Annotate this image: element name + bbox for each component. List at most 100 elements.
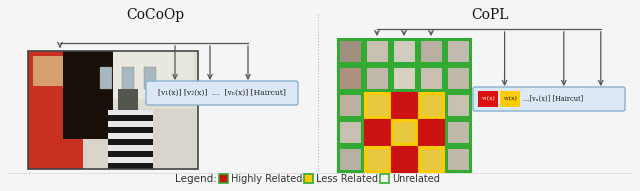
Bar bbox=[340, 68, 360, 88]
Bar bbox=[338, 120, 362, 144]
Bar bbox=[394, 95, 414, 115]
Bar bbox=[365, 66, 389, 90]
Bar bbox=[419, 147, 443, 171]
Bar bbox=[446, 66, 470, 90]
Bar bbox=[365, 93, 389, 117]
Text: Legend:: Legend: bbox=[175, 174, 217, 184]
Text: [v₁(x)] [v₂(x)]  …  [vₙ(x)] [Haircut]: [v₁(x)] [v₂(x)] … [vₙ(x)] [Haircut] bbox=[158, 89, 286, 97]
Bar bbox=[448, 95, 468, 115]
Bar bbox=[392, 147, 416, 171]
Bar bbox=[78, 84, 108, 139]
Bar bbox=[340, 149, 360, 169]
Bar bbox=[340, 41, 360, 61]
FancyBboxPatch shape bbox=[473, 87, 625, 111]
Bar bbox=[98, 51, 193, 99]
Bar bbox=[446, 93, 470, 117]
Bar bbox=[367, 41, 387, 61]
Bar bbox=[219, 174, 228, 183]
Bar bbox=[367, 68, 387, 88]
Bar bbox=[392, 147, 416, 171]
Bar bbox=[394, 68, 414, 88]
Bar bbox=[446, 120, 470, 144]
Bar bbox=[419, 147, 443, 171]
Bar bbox=[380, 174, 389, 183]
Bar bbox=[419, 120, 443, 144]
Bar bbox=[446, 120, 470, 144]
Bar bbox=[446, 93, 470, 117]
Bar bbox=[446, 39, 470, 63]
Bar bbox=[392, 66, 416, 90]
Bar bbox=[365, 39, 389, 63]
Bar bbox=[421, 122, 441, 142]
Bar bbox=[365, 120, 389, 144]
Text: Highly Related: Highly Related bbox=[231, 173, 302, 184]
Bar bbox=[338, 66, 362, 90]
Bar bbox=[365, 66, 389, 90]
Bar bbox=[108, 163, 153, 169]
Bar bbox=[108, 115, 153, 121]
Bar bbox=[419, 39, 443, 63]
Bar bbox=[419, 93, 443, 117]
Bar bbox=[446, 147, 470, 171]
Bar bbox=[108, 110, 153, 169]
Bar bbox=[419, 120, 443, 144]
Bar bbox=[367, 149, 387, 169]
Bar bbox=[28, 51, 198, 109]
Bar bbox=[446, 39, 470, 63]
Bar bbox=[33, 56, 73, 86]
Bar bbox=[338, 39, 362, 63]
Bar bbox=[421, 149, 441, 169]
Bar bbox=[118, 89, 138, 119]
Bar bbox=[338, 93, 362, 117]
Bar bbox=[28, 51, 198, 169]
Bar bbox=[394, 41, 414, 61]
Bar bbox=[392, 66, 416, 90]
Bar bbox=[340, 122, 360, 142]
Bar bbox=[419, 66, 443, 90]
Text: Less Related: Less Related bbox=[316, 173, 378, 184]
Bar bbox=[63, 51, 113, 139]
Bar bbox=[392, 39, 416, 63]
Bar bbox=[365, 147, 389, 171]
Bar bbox=[419, 66, 443, 90]
Bar bbox=[448, 122, 468, 142]
Bar bbox=[28, 51, 198, 169]
Bar bbox=[338, 93, 362, 117]
Bar bbox=[365, 120, 389, 144]
Bar bbox=[448, 68, 468, 88]
Bar bbox=[338, 66, 362, 90]
Bar bbox=[394, 122, 414, 142]
Bar bbox=[448, 41, 468, 61]
Bar bbox=[122, 67, 134, 89]
Bar bbox=[365, 93, 389, 117]
Bar bbox=[338, 147, 362, 171]
Bar bbox=[108, 139, 153, 145]
Text: CoCoOp: CoCoOp bbox=[126, 8, 184, 22]
Bar bbox=[419, 93, 443, 117]
Bar bbox=[419, 39, 443, 63]
Bar bbox=[394, 149, 414, 169]
Bar bbox=[338, 39, 362, 63]
Bar bbox=[500, 91, 520, 107]
Text: v₂(x): v₂(x) bbox=[503, 96, 517, 102]
Bar bbox=[365, 147, 389, 171]
Bar bbox=[446, 66, 470, 90]
Bar bbox=[392, 120, 416, 144]
Bar bbox=[28, 51, 83, 169]
Bar bbox=[304, 174, 313, 183]
Bar bbox=[365, 39, 389, 63]
FancyBboxPatch shape bbox=[146, 81, 298, 105]
Bar bbox=[108, 127, 153, 133]
Bar bbox=[340, 95, 360, 115]
Bar bbox=[421, 95, 441, 115]
Text: CoPL: CoPL bbox=[471, 8, 509, 22]
Bar bbox=[478, 91, 498, 107]
Bar bbox=[367, 95, 387, 115]
Bar bbox=[446, 147, 470, 171]
Bar bbox=[338, 147, 362, 171]
Bar bbox=[392, 120, 416, 144]
Text: ...[vₙ(x)] [Haircut]: ...[vₙ(x)] [Haircut] bbox=[523, 95, 584, 103]
Bar bbox=[421, 68, 441, 88]
Bar bbox=[144, 67, 156, 89]
Bar bbox=[367, 122, 387, 142]
